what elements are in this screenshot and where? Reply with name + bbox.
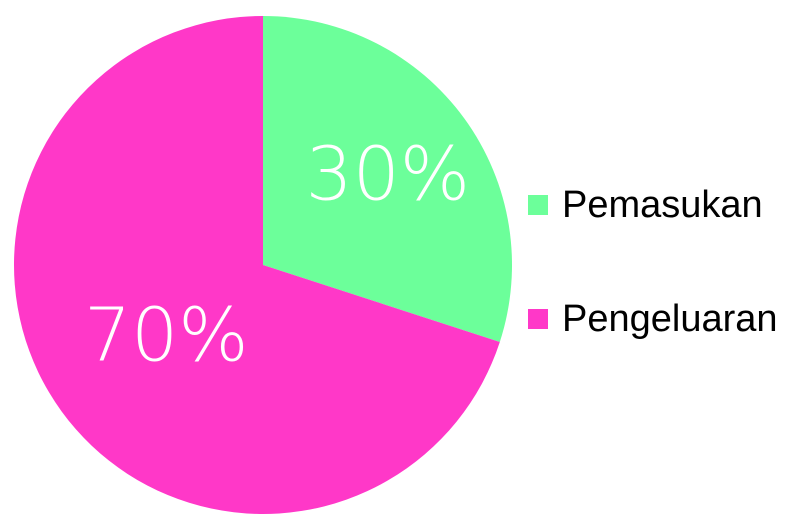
- legend-label-pemasukan: Pemasukan: [562, 184, 763, 226]
- pie-slice-label-pengeluaran: 70%: [84, 292, 248, 378]
- legend-swatch-pengeluaran: [528, 309, 548, 329]
- legend-swatch-pemasukan: [528, 195, 548, 215]
- pie-slice-labels: 30% 70%: [84, 131, 470, 378]
- legend-label-pengeluaran: Pengeluaran: [562, 298, 778, 340]
- pie-slice-label-pemasukan: 30%: [306, 131, 470, 217]
- legend: Pemasukan Pengeluaran: [528, 180, 778, 344]
- pie-slices: [14, 16, 512, 514]
- legend-item-pemasukan: Pemasukan: [528, 180, 778, 230]
- pie-slice-pengeluaran: [14, 16, 500, 514]
- legend-item-pengeluaran: Pengeluaran: [528, 294, 778, 344]
- pie-slice-pemasukan: [263, 16, 512, 342]
